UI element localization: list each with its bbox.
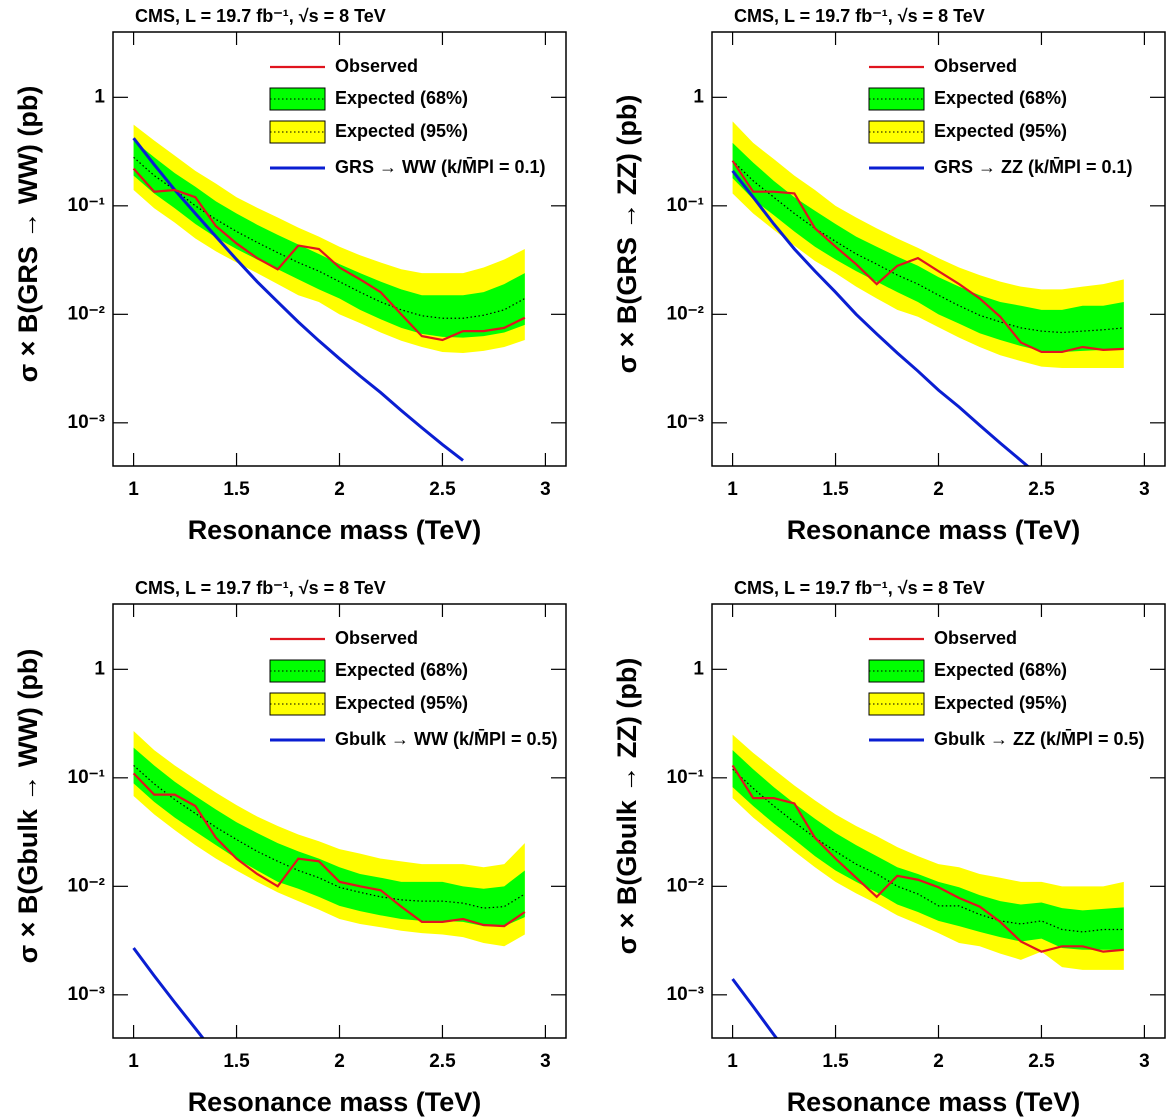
observed-line bbox=[731, 160, 1124, 354]
x-tick-label: 2 bbox=[933, 479, 944, 500]
y-axis-label: σ × B(Gbulk → WW) (pb) bbox=[13, 649, 43, 964]
x-tick-label: 2.5 bbox=[1028, 479, 1055, 500]
band bbox=[133, 140, 525, 338]
plot-area bbox=[731, 734, 1124, 1038]
band bbox=[732, 750, 1124, 950]
x-tick-label: 1 bbox=[128, 479, 139, 500]
x-axis-label: Resonance mass (TeV) bbox=[188, 515, 482, 545]
legend-label: Expected (68%) bbox=[934, 660, 1067, 680]
theory-line bbox=[132, 137, 464, 462]
y-tick-label: 10⁻³ bbox=[667, 984, 705, 1005]
legend-label: Expected (95%) bbox=[335, 693, 468, 713]
y-tick-label: 10⁻¹ bbox=[667, 195, 705, 216]
x-tick-label: 2 bbox=[933, 1051, 944, 1072]
y-axis-label: σ × B(GRS → WW) (pb) bbox=[13, 86, 43, 383]
plot-area bbox=[132, 731, 526, 1038]
x-axis-label: Resonance mass (TeV) bbox=[188, 1087, 482, 1117]
y-tick-label: 10⁻³ bbox=[667, 412, 705, 433]
x-tick-label: 1.5 bbox=[223, 1051, 250, 1072]
x-tick-label: 2 bbox=[334, 479, 345, 500]
legend-label: Expected (95%) bbox=[934, 693, 1067, 713]
x-tick-label: 2 bbox=[334, 1051, 345, 1072]
x-axis-label: Resonance mass (TeV) bbox=[787, 1087, 1081, 1117]
x-tick-label: 3 bbox=[1139, 479, 1150, 500]
theory-line bbox=[132, 947, 205, 1038]
x-tick-label: 1 bbox=[128, 1051, 139, 1072]
x-tick-label: 1.5 bbox=[822, 479, 849, 500]
legend-label: Expected (95%) bbox=[934, 121, 1067, 141]
x-tick-label: 1 bbox=[727, 479, 738, 500]
y-tick-label: 10⁻² bbox=[68, 303, 106, 324]
observed-line bbox=[132, 772, 526, 928]
chart-title: CMS, L = 19.7 fb⁻¹, √s = 8 TeV bbox=[135, 6, 386, 26]
y-tick-label: 10⁻¹ bbox=[667, 767, 705, 788]
theory-line bbox=[731, 169, 1030, 466]
legend-label: Gbulk → ZZ (k/M̄Pl = 0.5) bbox=[934, 729, 1145, 749]
legend-label: Expected (68%) bbox=[934, 88, 1067, 108]
x-tick-label: 3 bbox=[540, 1051, 551, 1072]
observed-line bbox=[731, 764, 1124, 953]
y-tick-label: 10⁻³ bbox=[68, 412, 106, 433]
legend-label: Observed bbox=[934, 56, 1017, 76]
observed-line bbox=[132, 167, 526, 342]
y-tick-label: 1 bbox=[94, 658, 105, 679]
x-tick-label: 2.5 bbox=[1028, 1051, 1055, 1072]
x-tick-label: 3 bbox=[540, 479, 551, 500]
x-tick-label: 2.5 bbox=[429, 479, 456, 500]
y-tick-label: 10⁻² bbox=[68, 875, 106, 896]
x-tick-label: 1.5 bbox=[822, 1051, 849, 1072]
legend-label: GRS → WW (k/M̄Pl = 0.1) bbox=[335, 157, 546, 177]
legend-label: Expected (95%) bbox=[335, 121, 468, 141]
chart-title: CMS, L = 19.7 fb⁻¹, √s = 8 TeV bbox=[734, 578, 985, 598]
x-tick-label: 1.5 bbox=[223, 479, 250, 500]
y-tick-label: 10⁻² bbox=[667, 875, 705, 896]
expected-line bbox=[133, 156, 526, 319]
x-axis-label: Resonance mass (TeV) bbox=[787, 515, 1081, 545]
x-tick-label: 1 bbox=[727, 1051, 738, 1072]
y-axis-label: σ × B(GRS → ZZ) (pb) bbox=[612, 95, 642, 374]
y-axis-label: σ × B(Gbulk → ZZ) (pb) bbox=[612, 658, 642, 955]
band bbox=[732, 121, 1124, 369]
legend-label: Observed bbox=[335, 56, 418, 76]
legend-label: Gbulk → WW (k/M̄Pl = 0.5) bbox=[335, 729, 558, 749]
y-tick-label: 10⁻¹ bbox=[68, 767, 106, 788]
legend-label: Expected (68%) bbox=[335, 660, 468, 680]
chart-title: CMS, L = 19.7 fb⁻¹, √s = 8 TeV bbox=[135, 578, 386, 598]
legend-label: Expected (68%) bbox=[335, 88, 468, 108]
legend-label: Observed bbox=[934, 628, 1017, 648]
chart-title: CMS, L = 19.7 fb⁻¹, √s = 8 TeV bbox=[734, 6, 985, 26]
x-tick-label: 2.5 bbox=[429, 1051, 456, 1072]
expected-line bbox=[133, 765, 526, 909]
theory-line bbox=[731, 978, 779, 1038]
x-tick-label: 3 bbox=[1139, 1051, 1150, 1072]
y-tick-label: 1 bbox=[94, 86, 105, 107]
legend-label: GRS → ZZ (k/M̄Pl = 0.1) bbox=[934, 157, 1133, 177]
plot-area bbox=[132, 124, 526, 462]
plot-area bbox=[731, 121, 1124, 466]
y-tick-label: 10⁻² bbox=[667, 303, 705, 324]
y-tick-label: 10⁻³ bbox=[68, 984, 106, 1005]
y-tick-label: 1 bbox=[693, 658, 704, 679]
y-tick-label: 1 bbox=[693, 86, 704, 107]
expected-line bbox=[732, 768, 1124, 933]
y-tick-label: 10⁻¹ bbox=[68, 195, 106, 216]
legend-label: Observed bbox=[335, 628, 418, 648]
